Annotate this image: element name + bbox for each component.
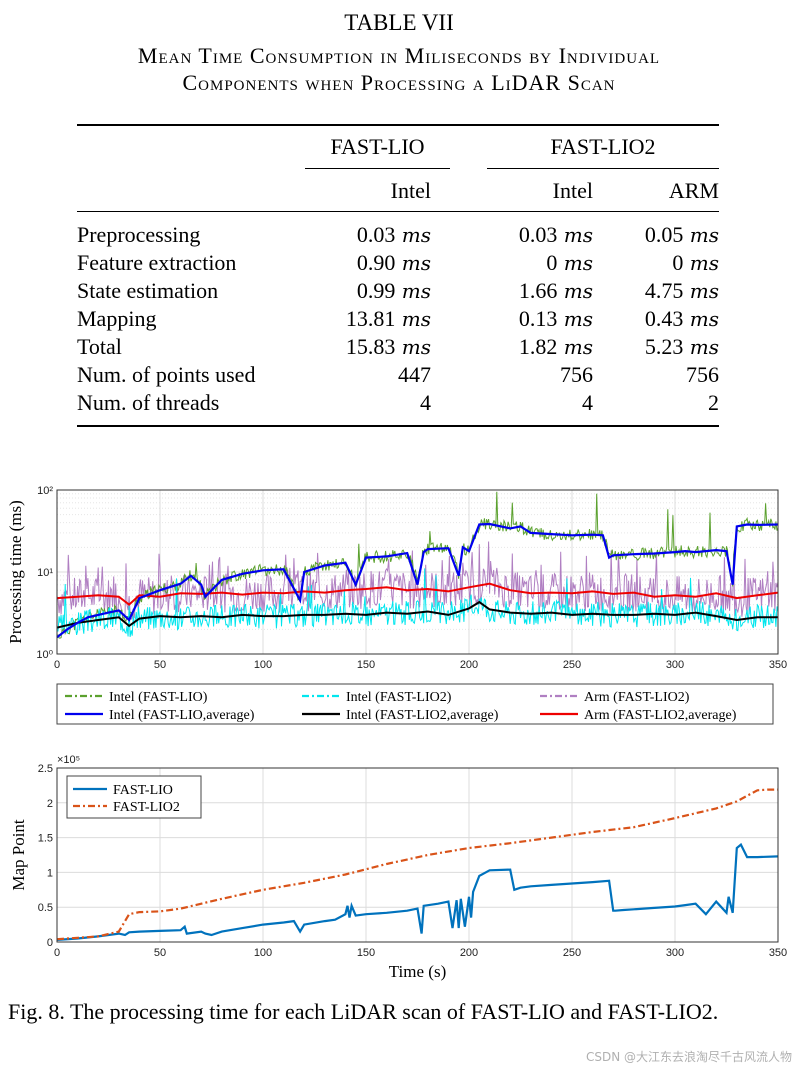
- legend-label: Arm (FAST-LIO2): [584, 690, 690, 705]
- table-cell: 0.03 ms: [356, 222, 431, 247]
- legend-label: Intel (FAST-LIO2,average): [346, 708, 499, 723]
- table-caption-line-2: Components when Processing a LiDAR Scan: [182, 70, 616, 95]
- table-row-label: Mapping: [77, 306, 157, 331]
- table-cell: 0.43 ms: [644, 306, 719, 331]
- x-axis-label: Time (s): [389, 962, 446, 981]
- legend-box: [66, 775, 202, 819]
- legend-label: FAST-LIO2: [113, 800, 180, 815]
- watermark: CSDN @大江东去浪淘尽千古风流人物: [585, 1050, 792, 1064]
- table-cell: 4: [420, 390, 431, 415]
- legend-label: Intel (FAST-LIO,average): [109, 708, 255, 723]
- group-header-fast-lio2: FAST-LIO2: [550, 134, 656, 159]
- x-tick-label: 100: [254, 947, 272, 959]
- legend-label: Intel (FAST-LIO): [109, 690, 208, 705]
- table-header-rule: [77, 211, 719, 212]
- table-cell: 5.23 ms: [644, 334, 719, 359]
- intel-fast-lio2-raw-line: [57, 568, 779, 637]
- table-row-label: Total: [77, 334, 122, 359]
- group-rule-fast-lio: [305, 168, 450, 169]
- platform-header-2: Intel: [552, 178, 593, 203]
- x-tick-label: 350: [769, 659, 787, 671]
- legend-label: Intel (FAST-LIO2): [346, 690, 452, 705]
- table-cell: 15.83 ms: [345, 334, 431, 359]
- x-tick-label: 300: [666, 659, 684, 671]
- table-cell: 0.03 ms: [518, 222, 593, 247]
- group-rule-fast-lio2: [487, 168, 719, 169]
- table-bottom-rule: [77, 425, 719, 427]
- x-tick-label: 300: [666, 947, 684, 959]
- y-tick-label: 10¹: [37, 567, 53, 579]
- x-tick-label: 50: [154, 659, 166, 671]
- x-tick-label: 250: [563, 947, 581, 959]
- map-point-chart: 0 50 100 150 200 250 300 350 0 0.5 1 1.5 2 2.5 ×10⁵ Map…: [9, 754, 787, 981]
- y-tick-label: 10⁰: [36, 649, 53, 661]
- table-cell: 1.82 ms: [518, 334, 593, 359]
- group-header-fast-lio: FAST-LIO: [330, 134, 425, 159]
- legend-label: Arm (FAST-LIO2,average): [584, 708, 737, 723]
- x-tick-label: 200: [460, 947, 478, 959]
- table-top-rule: [77, 124, 719, 126]
- legend-label: FAST-LIO: [113, 783, 173, 798]
- intel-fast-lio2-average-line: [56, 600, 778, 629]
- table-row-label: Preprocessing: [77, 222, 201, 247]
- x-tick-label: 200: [460, 659, 478, 671]
- table-cell: 756: [686, 362, 719, 387]
- x-tick-label: 50: [154, 947, 166, 959]
- platform-header-3: ARM: [668, 178, 719, 203]
- arm-fast-lio2-raw-line: [57, 541, 779, 621]
- y-axis-multiplier: ×10⁵: [57, 754, 80, 766]
- x-tick-label: 350: [769, 947, 787, 959]
- table-cell: 0.99 ms: [356, 278, 431, 303]
- table-cell: 0.90 ms: [356, 250, 431, 275]
- figure-caption: Fig. 8. The processing time for each LiD…: [8, 999, 719, 1024]
- table-number: TABLE VII: [344, 10, 454, 35]
- table-cell: 0.13 ms: [518, 306, 593, 331]
- y-axis-label: Map Point: [9, 819, 28, 891]
- table-caption-line-1: Mean Time Consumption in Miliseconds by …: [137, 43, 661, 68]
- y-axis-label: Processing time (ms): [6, 500, 25, 644]
- table-row-label: Feature extraction: [77, 250, 237, 275]
- y-tick-label: 1.5: [38, 833, 53, 845]
- x-tick-label: 250: [563, 659, 581, 671]
- y-tick-label: 10²: [37, 485, 53, 497]
- table-cell: 2: [708, 390, 719, 415]
- table-cell: 4: [582, 390, 593, 415]
- x-tick-label: 100: [254, 659, 272, 671]
- table-row-label: Num. of threads: [77, 390, 220, 415]
- table-cell: 0.05 ms: [644, 222, 719, 247]
- plot-frame: [56, 489, 779, 655]
- intel-fast-lio-average-line: [56, 522, 779, 639]
- table-cell: 1.66 ms: [518, 278, 593, 303]
- processing-time-chart: 0 50 100 150 200 250 300 350 10⁰ 10¹ 10² Processing…: [6, 485, 787, 725]
- fast-lio-map-line: [56, 842, 779, 941]
- arm-fast-lio2-average-line: [56, 582, 779, 606]
- table-cell: 4.75 ms: [644, 278, 719, 303]
- legend-box: [56, 683, 774, 725]
- table-cell: 756: [560, 362, 593, 387]
- x-tick-label: 150: [357, 659, 375, 671]
- table-cell: 13.81 ms: [345, 306, 431, 331]
- y-tick-label: 0.5: [38, 902, 53, 914]
- fast-lio2-map-line: [56, 788, 778, 941]
- y-tick-label: 0: [47, 937, 53, 949]
- x-tick-label: 0: [54, 947, 60, 959]
- table-row-label: State estimation: [77, 278, 219, 303]
- table-cell: 447: [398, 362, 431, 387]
- x-tick-label: 0: [54, 659, 60, 671]
- table-row-label: Num. of points used: [77, 362, 256, 387]
- y-tick-label: 2.5: [38, 763, 53, 775]
- x-tick-label: 150: [357, 947, 375, 959]
- y-tick-label: 1: [47, 867, 53, 879]
- plot-frame: [56, 767, 779, 943]
- platform-header-1: Intel: [390, 178, 431, 203]
- table-cell: 0 ms: [672, 250, 719, 275]
- y-tick-label: 2: [47, 798, 53, 810]
- table-cell: 0 ms: [546, 250, 593, 275]
